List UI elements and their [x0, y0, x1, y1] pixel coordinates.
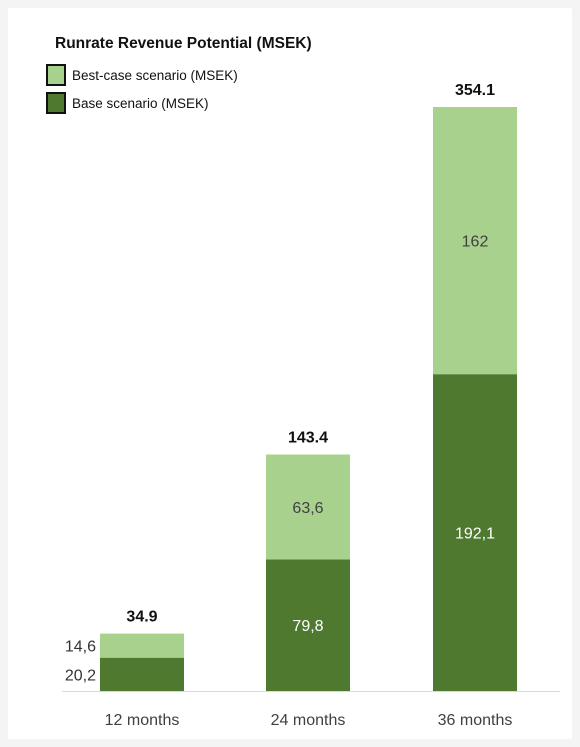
data-label-base-1: 20,2 [65, 667, 96, 684]
data-label-best-case-1: 14,6 [65, 639, 96, 656]
x-tick-label-1: 12 months [105, 712, 180, 729]
total-label-2: 143.4 [288, 429, 328, 446]
legend-item-base: Base scenario (MSEK) [46, 90, 209, 116]
bar-base-1 [100, 657, 184, 691]
bar-base-3 [433, 374, 517, 691]
bar-base-2 [266, 559, 350, 691]
legend-swatch-base [46, 92, 66, 114]
data-label-base-2: 79,8 [292, 618, 323, 635]
data-label-base-3: 192,1 [455, 526, 495, 543]
data-label-best-case-3: 162 [462, 234, 489, 251]
legend-label-best-case: Best-case scenario (MSEK) [72, 67, 238, 83]
x-tick-label-3: 36 months [438, 712, 513, 729]
legend-swatch-best-case [46, 64, 66, 86]
total-label-1: 34.9 [126, 609, 157, 626]
bar-best-case-2 [266, 454, 350, 560]
x-tick-label-2: 24 months [271, 712, 346, 729]
chart-title: Runrate Revenue Potential (MSEK) [55, 35, 312, 52]
total-label-3: 354.1 [455, 82, 495, 99]
bar-best-case-3 [433, 107, 517, 375]
legend-label-base: Base scenario (MSEK) [72, 95, 209, 111]
bar-best-case-1 [100, 633, 184, 658]
legend-item-best-case: Best-case scenario (MSEK) [46, 62, 238, 88]
data-label-best-case-2: 63,6 [292, 500, 323, 517]
